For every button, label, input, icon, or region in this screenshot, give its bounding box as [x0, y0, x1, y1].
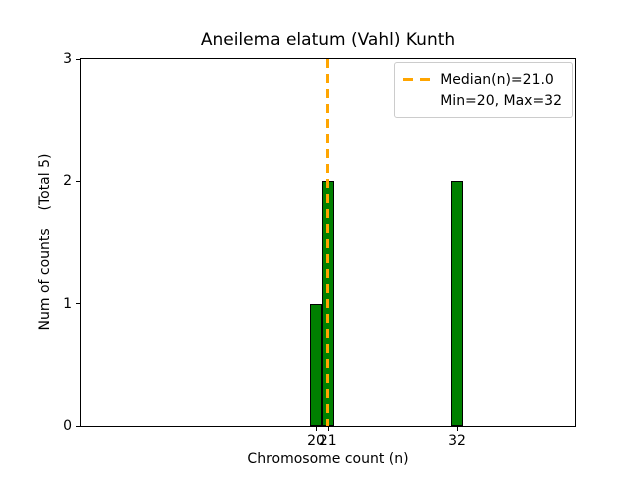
plot-area: Median(n)=21.0 Min=20, Max=32 20 21 32 0 1 2 3	[63, 52, 576, 448]
bar	[310, 303, 322, 426]
legend-box: Median(n)=21.0 Min=20, Max=32	[394, 62, 573, 118]
x-tick-label: 32	[448, 433, 466, 449]
y-tick-mark	[76, 58, 80, 60]
y-tick-label: 2	[63, 173, 72, 190]
x-axis-label: Chromosome count (n)	[247, 451, 409, 467]
x-tick-mark	[316, 427, 317, 431]
median-line	[326, 59, 330, 426]
x-tick-mark	[327, 427, 329, 431]
legend-row-median: Median(n)=21.0	[403, 69, 562, 90]
legend-label-median: Median(n)=21.0	[440, 71, 554, 88]
legend-label-minmax: Min=20, Max=32	[440, 92, 562, 109]
x-tick-mark	[457, 427, 458, 431]
y-tick-label: 3	[63, 51, 72, 67]
y-tick-label: 0	[63, 418, 72, 434]
y-tick-label: 1	[63, 295, 72, 312]
median-dash-line-icon	[403, 78, 432, 81]
bar	[451, 181, 463, 426]
y-tick-mark	[76, 303, 80, 305]
y-tick-mark	[76, 180, 80, 182]
legend-row-minmax: Min=20, Max=32	[403, 90, 562, 111]
x-tick-label: 20	[307, 433, 325, 449]
y-axis-label: Num of counts (Total 5)	[37, 153, 53, 331]
chart-title: Aneilema elatum (Vahl) Kunth	[200, 30, 456, 50]
y-tick-mark	[76, 425, 80, 427]
x-tick-label: 21	[318, 433, 337, 449]
